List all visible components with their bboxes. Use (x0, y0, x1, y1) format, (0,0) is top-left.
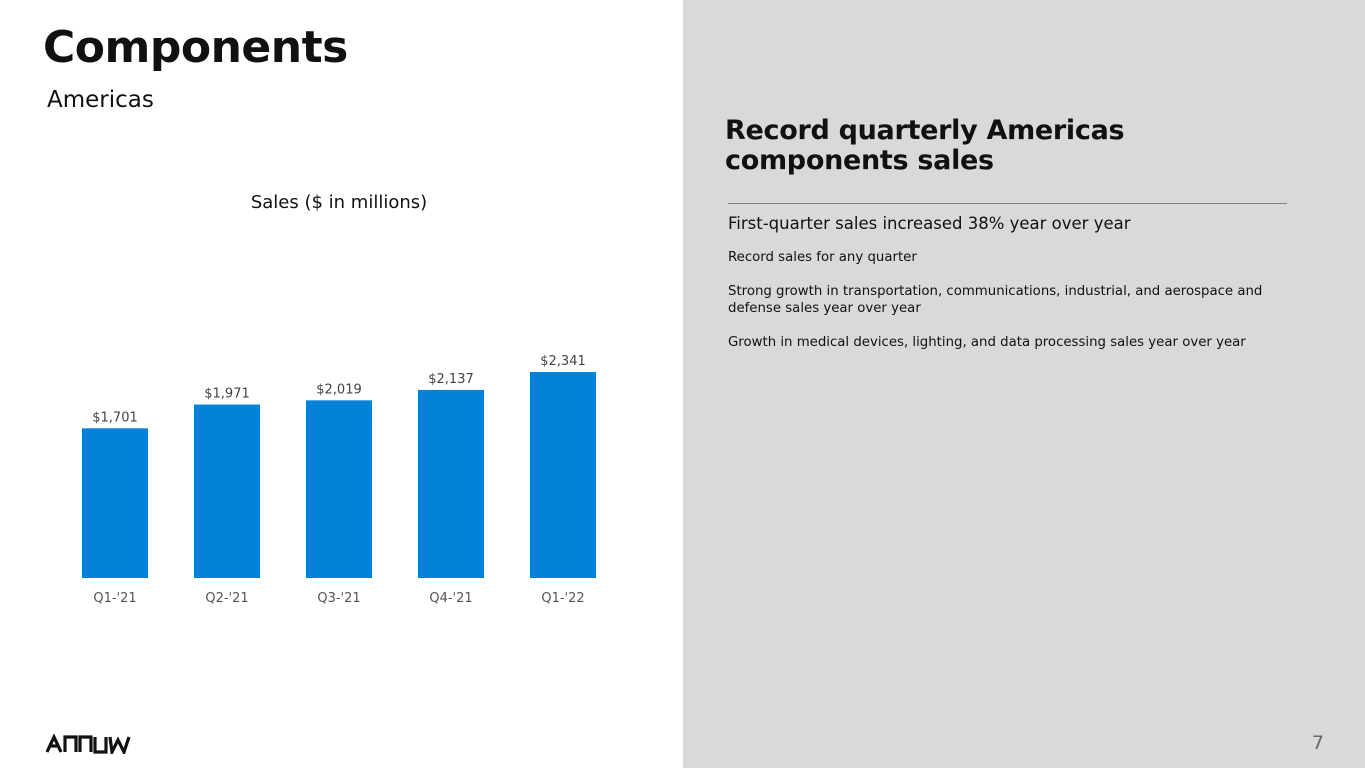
page-title: Components (43, 22, 348, 73)
sales-bar-chart: Sales ($ in millions) $1,701 $1,971 $2,019… (82, 192, 596, 606)
bar-4 (418, 389, 484, 578)
x-tick-label: Q1-'22 (541, 591, 584, 606)
divider (728, 203, 1287, 204)
bar-value-label: $2,341 (540, 354, 586, 369)
x-tick-label: Q1-'21 (93, 591, 136, 606)
list-item: Record sales for any quarter (728, 250, 917, 265)
right-panel: Record quarterly Americas components sal… (683, 0, 1365, 768)
x-tick-label: Q2-'21 (205, 591, 248, 606)
bar-value-label: $2,137 (428, 372, 474, 387)
page-number: 7 (1311, 732, 1324, 754)
bar-1 (82, 428, 148, 578)
highlights-list: First-quarter sales increased 38% year o… (728, 212, 1308, 368)
panel-headline: Record quarterly Americas components sal… (725, 115, 1125, 176)
bar-5 (530, 372, 596, 578)
list-item: Strong growth in transportation, communi… (728, 284, 1263, 316)
page-subtitle: Americas (47, 87, 154, 113)
bar-2 (194, 404, 260, 578)
chart-title: Sales ($ in millions) (251, 192, 427, 213)
x-tick-label: Q3-'21 (317, 591, 360, 606)
bar-3 (306, 400, 372, 578)
chart-bars (82, 372, 596, 578)
list-item: First-quarter sales increased 38% year o… (728, 214, 1131, 233)
bar-value-label: $1,701 (92, 410, 138, 425)
arrow-logo (45, 734, 131, 754)
chart-value-labels: $1,701 $1,971 $2,019 $2,137 $2,341 (92, 354, 586, 425)
bar-value-label: $1,971 (204, 387, 250, 402)
chart-category-labels: Q1-'21 Q2-'21 Q3-'21 Q4-'21 Q1-'22 (93, 591, 584, 606)
bar-value-label: $2,019 (316, 382, 362, 397)
list-item: Growth in medical devices, lighting, and… (728, 335, 1246, 350)
left-pane: Components Americas Sales ($ in millions… (43, 22, 596, 754)
x-tick-label: Q4-'21 (429, 591, 472, 606)
